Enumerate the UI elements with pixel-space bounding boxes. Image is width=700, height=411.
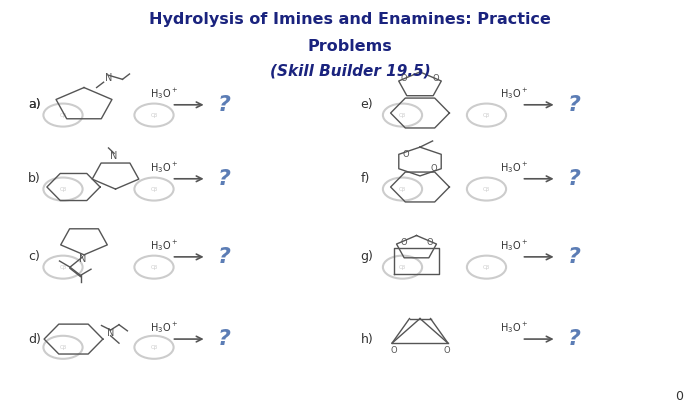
Text: H$_3$O$^+$: H$_3$O$^+$ xyxy=(150,238,178,253)
Text: H$_3$O$^+$: H$_3$O$^+$ xyxy=(500,160,528,175)
Text: Cβ: Cβ xyxy=(483,187,490,192)
Text: Cβ: Cβ xyxy=(150,265,158,270)
Text: b): b) xyxy=(28,172,41,185)
Text: 0: 0 xyxy=(675,390,683,403)
Text: N: N xyxy=(79,254,86,264)
Text: O: O xyxy=(401,74,407,83)
Text: Cβ: Cβ xyxy=(150,187,158,192)
Text: O: O xyxy=(443,346,450,355)
Text: N: N xyxy=(105,73,112,83)
Text: Cβ: Cβ xyxy=(399,113,406,118)
Text: h): h) xyxy=(360,332,373,346)
Text: O: O xyxy=(390,346,397,355)
Text: Cβ: Cβ xyxy=(483,113,490,118)
Text: a): a) xyxy=(28,98,41,111)
Text: H$_3$O$^+$: H$_3$O$^+$ xyxy=(150,320,178,335)
Text: Problems: Problems xyxy=(307,39,393,54)
Text: O: O xyxy=(402,150,409,159)
Text: e): e) xyxy=(360,98,373,111)
Text: Hydrolysis of Imines and Enamines: Practice: Hydrolysis of Imines and Enamines: Pract… xyxy=(149,12,551,27)
Text: Cβ: Cβ xyxy=(60,265,66,270)
Text: O: O xyxy=(400,238,407,247)
Text: Cβ: Cβ xyxy=(150,113,158,118)
Text: ?: ? xyxy=(568,169,580,189)
Text: a): a) xyxy=(28,98,41,111)
Text: c): c) xyxy=(28,250,40,263)
Text: g): g) xyxy=(360,250,373,263)
Text: ?: ? xyxy=(568,329,580,349)
Text: H$_3$O$^+$: H$_3$O$^+$ xyxy=(150,160,178,175)
Text: N: N xyxy=(107,328,114,338)
Text: ?: ? xyxy=(218,95,230,115)
Text: ?: ? xyxy=(568,247,580,267)
Text: O: O xyxy=(433,74,439,83)
Text: Cβ: Cβ xyxy=(483,265,490,270)
Text: f): f) xyxy=(360,172,370,185)
Text: ?: ? xyxy=(218,329,230,349)
Text: H$_3$O$^+$: H$_3$O$^+$ xyxy=(500,320,528,335)
Text: Cβ: Cβ xyxy=(60,187,66,192)
Text: N: N xyxy=(111,151,118,161)
Text: ?: ? xyxy=(568,95,580,115)
Text: H$_3$O$^+$: H$_3$O$^+$ xyxy=(500,86,528,101)
Text: ?: ? xyxy=(218,169,230,189)
Text: Cβ: Cβ xyxy=(60,113,66,118)
Text: (Skill Builder 19.5): (Skill Builder 19.5) xyxy=(270,64,430,79)
Text: H$_3$O$^+$: H$_3$O$^+$ xyxy=(150,86,178,101)
Text: ?: ? xyxy=(218,247,230,267)
Text: O: O xyxy=(426,238,433,247)
Text: Cβ: Cβ xyxy=(150,345,158,350)
Text: Cβ: Cβ xyxy=(60,345,66,350)
Text: d): d) xyxy=(28,332,41,346)
Text: O: O xyxy=(431,164,438,173)
Text: H$_3$O$^+$: H$_3$O$^+$ xyxy=(500,238,528,253)
Text: Cβ: Cβ xyxy=(399,265,406,270)
Text: Cβ: Cβ xyxy=(399,187,406,192)
